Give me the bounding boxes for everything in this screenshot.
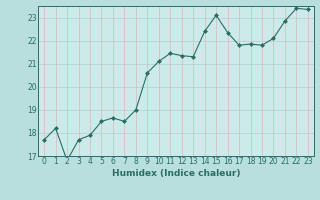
X-axis label: Humidex (Indice chaleur): Humidex (Indice chaleur): [112, 169, 240, 178]
